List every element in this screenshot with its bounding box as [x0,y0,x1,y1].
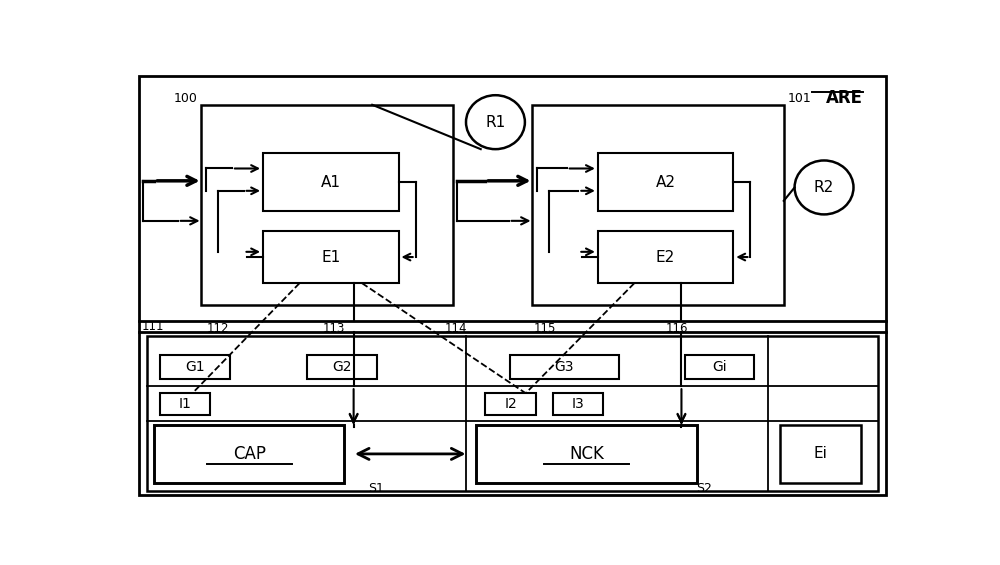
Bar [160,393,210,415]
Text: G2: G2 [332,360,352,374]
Text: 101: 101 [788,92,811,105]
Bar [780,424,861,483]
Text: S2: S2 [696,481,712,494]
Text: 115: 115 [533,322,556,335]
Text: 116: 116 [665,322,688,335]
Bar [510,355,619,379]
Bar [160,355,230,379]
Text: 113: 113 [323,322,345,335]
Text: A2: A2 [656,175,676,189]
Bar [476,424,697,483]
Text: 114: 114 [445,322,468,335]
Ellipse shape [795,160,854,214]
Bar [598,153,733,211]
Bar [154,424,344,483]
Text: G3: G3 [555,360,574,374]
Bar [263,153,399,211]
Text: 100: 100 [173,92,197,105]
Text: R2: R2 [814,180,834,195]
Bar [485,393,536,415]
Bar [685,355,754,379]
Text: 111: 111 [142,320,165,333]
Text: I2: I2 [504,397,517,411]
Bar [598,231,733,283]
Bar [147,336,878,490]
Text: A1: A1 [321,175,341,189]
Text: I3: I3 [572,397,584,411]
Text: S1: S1 [368,481,384,494]
Text: NCK: NCK [569,445,604,463]
Bar [307,355,377,379]
Text: E2: E2 [656,250,675,264]
Bar [553,393,603,415]
Text: I1: I1 [179,397,192,411]
Text: Ei: Ei [814,446,828,462]
Text: G1: G1 [185,360,205,374]
Text: ARE: ARE [826,89,863,107]
Text: R1: R1 [485,115,506,130]
Text: E1: E1 [321,250,340,264]
Text: Gi: Gi [712,360,727,374]
Bar [263,231,399,283]
Text: 112: 112 [206,322,229,335]
Ellipse shape [466,95,525,149]
Bar [532,105,784,305]
Bar [201,105,453,305]
Text: CAP: CAP [233,445,266,463]
